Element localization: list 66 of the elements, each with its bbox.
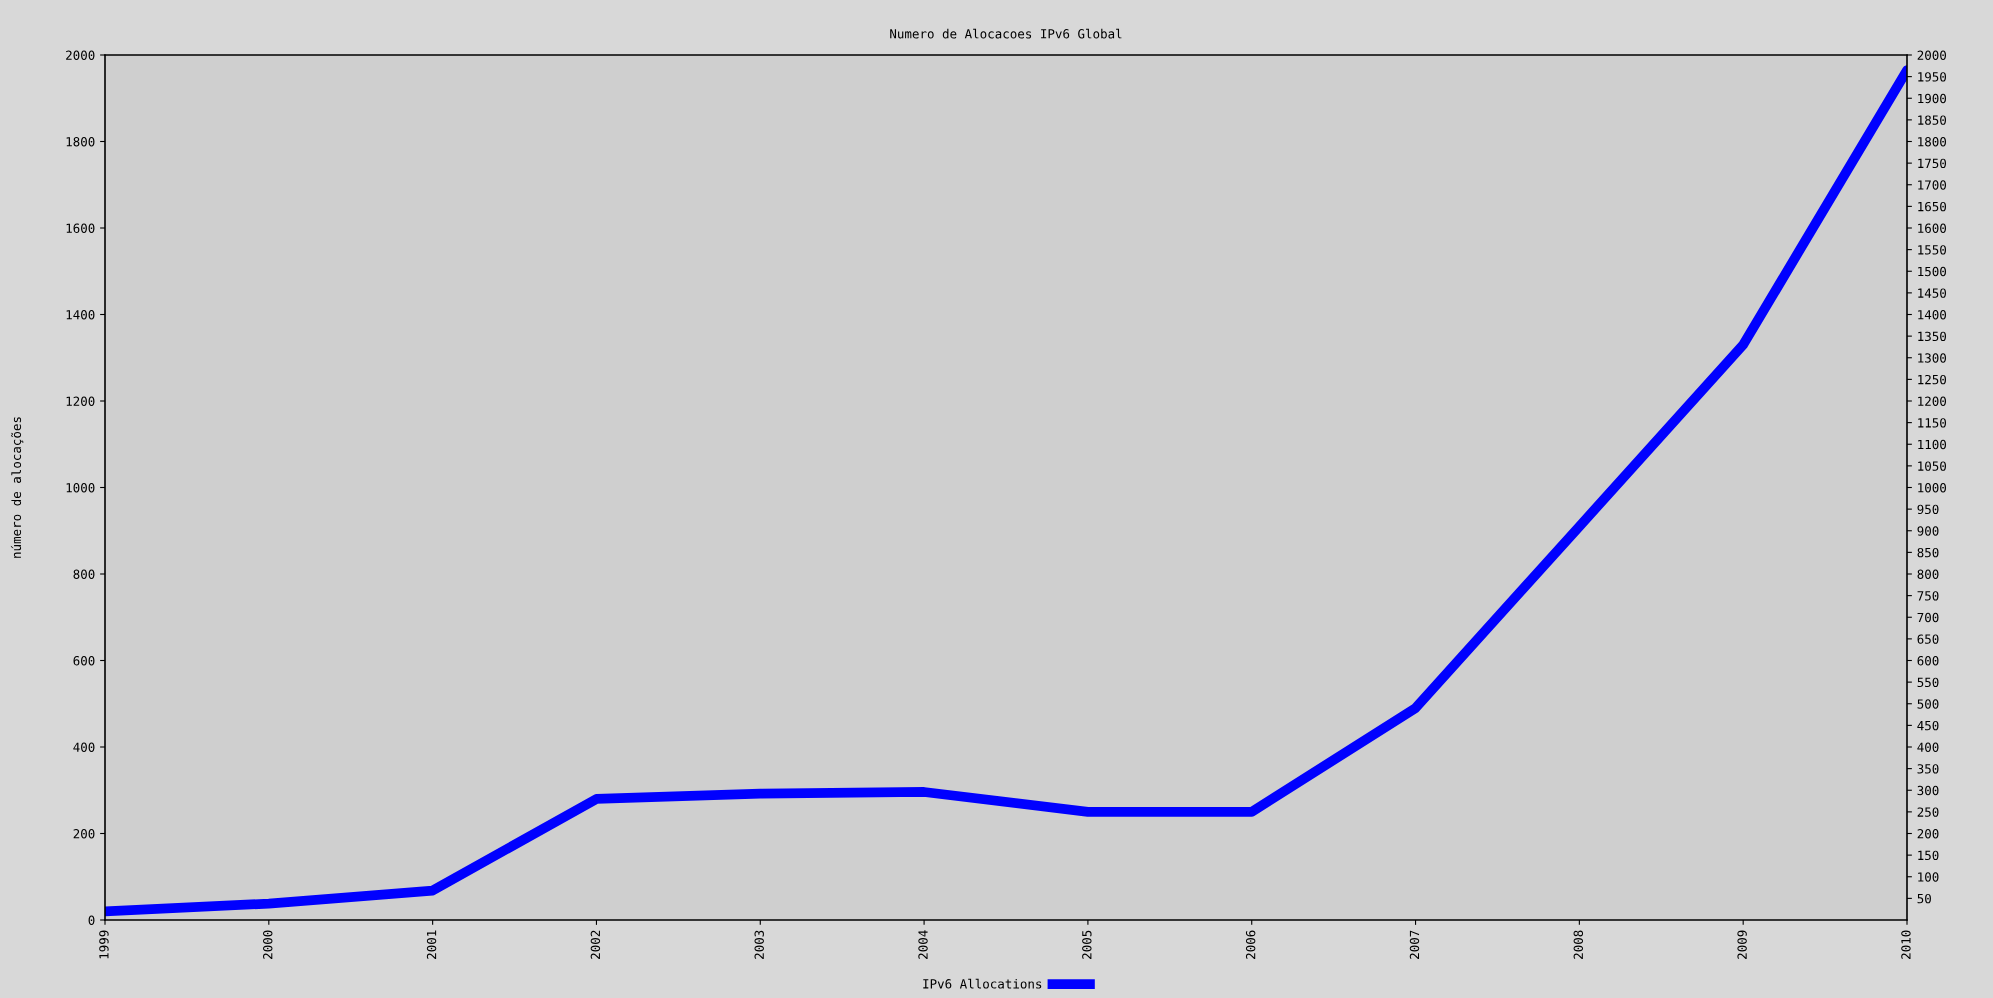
y-tick-label: 1400 [66,310,95,320]
y2-tick-label: 1100 [1918,439,1947,450]
y-tick-label: 600 [73,656,95,666]
x-tick-label: 1999 [99,930,109,959]
y-tick-label: 0 [88,915,95,925]
y2-tick-label: 1350 [1918,331,1947,342]
y2-tick-label: 1750 [1918,158,1947,169]
y-tick-label: 1600 [66,223,95,233]
x-tick-label: 2010 [1901,930,1911,959]
y2-tick-label: 750 [1917,591,1939,601]
y2-tick-label: 1450 [1918,288,1947,298]
y2-tick-label: 1000 [1918,483,1947,493]
y-tick-label: 2000 [66,50,95,60]
y2-tick-label: 500 [1917,699,1939,709]
y2-tick-label: 700 [1917,612,1939,623]
legend-label: IPv6 Allocations [923,978,1042,989]
y2-tick-label: 250 [1917,807,1939,817]
y2-tick-label: 1800 [1918,137,1947,147]
y2-tick-label: 650 [1917,634,1939,644]
y2-tick-label: 1500 [1918,266,1947,277]
y2-tick-label: 1550 [1918,245,1947,255]
chart-title: Numero de Alocacoes IPv6 Global [890,28,1122,39]
y2-tick-label: 1950 [1918,72,1947,82]
x-tick-label: 2006 [1245,930,1256,959]
y2-tick-label: 1050 [1918,461,1947,471]
y2-tick-label: 550 [1917,677,1939,688]
x-tick-label: 2004 [918,930,928,959]
y2-tick-label: 450 [1917,720,1939,731]
y-tick-label: 1200 [66,396,95,406]
y2-tick-label: 1600 [1918,223,1947,233]
y2-tick-label: 1900 [1918,93,1947,104]
x-tick-label: 2005 [1082,930,1092,959]
x-tick-label: 2001 [426,930,437,959]
y2-tick-label: 1300 [1918,353,1947,363]
y-tick-label: 800 [73,569,95,579]
y2-tick-label: 50 [1917,893,1931,904]
y-tick-label: 400 [73,742,95,752]
x-tick-label: 2008 [1573,930,1584,959]
y2-tick-label: 350 [1917,764,1939,774]
y2-tick-label: 1850 [1918,115,1947,125]
y2-tick-label: 850 [1917,547,1939,558]
y2-tick-label: 900 [1917,526,1939,536]
y2-tick-label: 1150 [1918,418,1947,428]
x-tick-label: 2002 [590,930,601,959]
x-tick-label: 2009 [1737,930,1747,959]
y2-tick-label: 1400 [1918,310,1947,320]
y2-tick-label: 1200 [1918,396,1947,406]
y2-tick-label: 1250 [1918,374,1947,385]
x-tick-label: 2003 [754,930,764,959]
y2-tick-label: 800 [1917,569,1939,579]
y2-tick-label: 600 [1917,656,1939,666]
y-tick-label: 200 [73,829,95,839]
y2-tick-label: 200 [1917,829,1939,839]
y2-tick-label: 150 [1918,850,1939,861]
y-tick-label: 1800 [66,137,95,147]
y2-tick-label: 2000 [1917,50,1947,60]
x-tick-label: 2000 [263,930,273,959]
y2-tick-label: 1700 [1918,180,1947,190]
y2-tick-label: 950 [1917,504,1939,515]
y2-tick-label: 1650 [1918,201,1947,212]
y2-tick-label: 100 [1918,872,1939,882]
y2-tick-label: 300 [1917,785,1939,796]
y-axis-title: número de alocações [10,417,24,558]
y2-tick-label: 400 [1917,742,1939,752]
x-tick-label: 2007 [1409,930,1420,959]
y-tick-label: 1000 [66,483,95,493]
